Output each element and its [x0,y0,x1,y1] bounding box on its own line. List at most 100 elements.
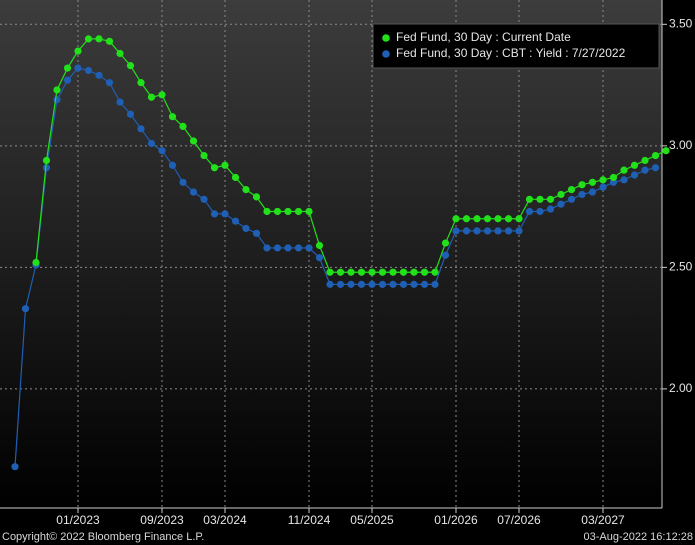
data-point [483,215,492,223]
data-point [200,195,208,203]
data-point [179,122,187,130]
data-point [189,188,198,196]
data-point [357,280,366,288]
data-point [399,280,408,288]
data-point [200,151,208,160]
data-point [389,268,397,276]
data-point [147,139,156,148]
data-point [452,227,460,235]
data-point [431,280,439,288]
data-point [599,176,607,184]
data-point [273,207,282,216]
data-point [242,185,250,194]
data-point [305,207,313,216]
data-point [588,178,597,186]
data-point [63,64,72,72]
data-point [263,244,271,252]
data-point [536,195,544,203]
x-tick-label: 03/2027 [581,513,625,527]
data-point [147,93,156,101]
data-point [410,268,418,276]
data-point [242,224,250,233]
data-point [630,171,639,179]
data-point [567,195,576,203]
data-point [95,71,103,79]
data-point [431,268,439,276]
data-point [441,239,450,247]
data-point [651,151,660,160]
data-point [525,207,534,216]
data-point [252,193,261,201]
x-tick-label: 07/2026 [497,513,541,527]
data-point [420,268,429,276]
data-point [441,251,450,259]
data-point [567,185,576,194]
data-point [389,280,397,288]
data-point [504,215,513,223]
data-point [525,195,534,203]
data-point [326,280,334,288]
y-tick-label: 3.00 [669,138,693,152]
data-point [74,64,82,72]
data-point [420,280,429,288]
data-point [63,76,72,84]
copyright: Copyright© 2022 Bloomberg Finance L.P. [2,531,204,543]
data-point [326,268,334,276]
data-point [336,268,345,276]
data-point [620,166,628,174]
data-point [641,156,649,165]
data-point [315,254,324,262]
legend-marker [382,50,390,58]
data-point [126,62,135,70]
data-point [21,305,30,313]
data-point [651,164,660,172]
y-tick-label: 2.00 [669,381,693,395]
data-point [231,173,240,182]
data-point [557,190,565,199]
data-point [294,244,303,252]
data-point [546,195,555,203]
data-point [641,166,649,174]
data-point [609,173,618,182]
data-point [221,210,229,218]
data-point [179,178,187,186]
legend: Fed Fund, 30 Day : Current Date Fed Fund,… [372,23,660,69]
data-point [378,280,387,288]
data-point [116,98,124,106]
data-point [630,161,639,169]
data-point [53,96,61,104]
data-point [158,147,166,155]
y-tick-label: 3.50 [669,16,693,30]
legend-marker [382,34,390,42]
data-point [116,49,124,58]
data-point [294,207,303,216]
data-point [84,35,93,43]
data-point [84,66,93,75]
data-point [231,217,240,225]
data-point [168,161,177,169]
data-point [483,227,492,235]
data-point [620,176,628,184]
legend-box [372,23,660,69]
data-point [347,268,355,276]
x-tick-label: 01/2026 [434,513,478,527]
x-tick-label: 03/2024 [203,513,247,527]
data-point [126,110,135,118]
data-point [284,244,292,252]
data-point [662,147,670,155]
data-point [410,280,418,288]
data-point [42,164,51,172]
data-point [578,190,586,199]
data-point [473,227,481,235]
legend-label: Fed Fund, 30 Day : CBT : Yield : 7/27/20… [396,46,626,60]
data-point [452,215,460,223]
data-point [105,37,114,45]
data-point [305,244,313,252]
x-tick-label: 09/2023 [140,513,184,527]
data-point [42,156,51,165]
data-point [221,161,229,169]
data-point [273,244,282,252]
data-point [137,79,145,87]
data-point [546,205,555,213]
